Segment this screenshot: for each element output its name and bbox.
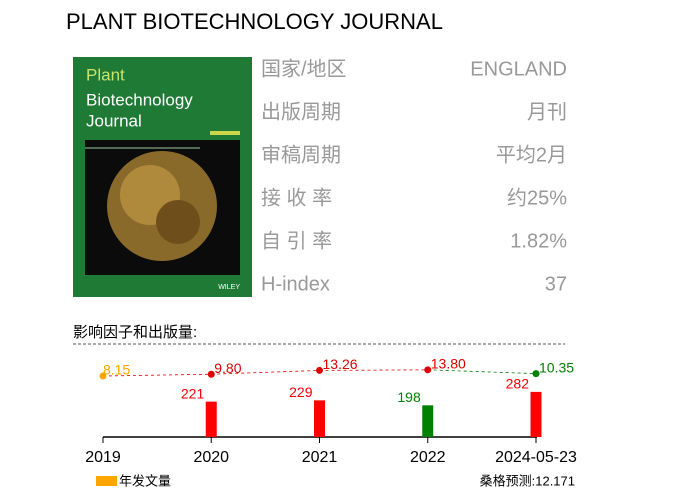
- legend-swatch: [96, 476, 117, 486]
- x-tick-label: 2022: [410, 449, 446, 466]
- if-connector: [427, 369, 537, 375]
- if-point: [99, 372, 107, 380]
- info-label: 国家/地区: [261, 57, 347, 80]
- info-label: 自 引 率: [261, 229, 332, 252]
- info-value: 约25%: [507, 186, 567, 209]
- bar-label: 282: [506, 376, 530, 392]
- cover-badge: [210, 131, 240, 135]
- if-point: [207, 370, 215, 378]
- chart-title: 影响因子和出版量:: [73, 324, 197, 341]
- bar-label: 221: [181, 385, 205, 401]
- bar-label: 198: [397, 389, 421, 405]
- info-value: 平均2月: [496, 143, 567, 166]
- journal-title: PLANT BIOTECHNOLOGY JOURNAL: [66, 9, 443, 34]
- cover: Plant Biotechnology Journal WILEY: [73, 57, 252, 297]
- cover-seeds: [156, 200, 200, 244]
- if-label: 10.35: [539, 359, 574, 375]
- bar: [314, 400, 325, 437]
- x-tick-label: 2021: [302, 449, 338, 466]
- cover-text: Plant: [86, 65, 125, 84]
- info-value: 1.82%: [510, 230, 567, 252]
- info-label: 审稿周期: [261, 143, 341, 166]
- cover-text: Biotechnology: [86, 90, 193, 109]
- if-connector: [211, 370, 320, 375]
- if-label: 9.80: [214, 360, 241, 376]
- info-value: ENGLAND: [470, 58, 567, 80]
- x-tick-label: 2020: [193, 449, 229, 466]
- cover-publisher: WILEY: [218, 284, 240, 291]
- prediction: 桑格预测:12.171: [480, 473, 575, 488]
- if-connector: [102, 373, 212, 377]
- info-label: 出版周期: [261, 100, 341, 123]
- info-label: H-index: [261, 273, 330, 295]
- if-label: 13.80: [431, 356, 466, 372]
- x-tick-label: 2024-05-23: [495, 449, 577, 466]
- bar: [422, 405, 434, 437]
- if-point: [316, 366, 323, 374]
- if-point: [424, 366, 432, 374]
- info-label: 接 收 率: [261, 186, 332, 209]
- cover-text: Journal: [86, 111, 142, 130]
- bar: [205, 401, 217, 437]
- if-label: 8.15: [103, 362, 130, 378]
- if-connector: [319, 369, 428, 371]
- bar-label: 229: [289, 384, 313, 400]
- legend-label: 年发文量: [119, 473, 171, 488]
- bar: [530, 391, 542, 437]
- info-value: 月刊: [527, 100, 567, 123]
- if-point: [532, 370, 540, 378]
- info-value: 37: [545, 273, 567, 295]
- x-tick-label: 2019: [85, 449, 121, 466]
- if-label: 13.26: [323, 356, 358, 372]
